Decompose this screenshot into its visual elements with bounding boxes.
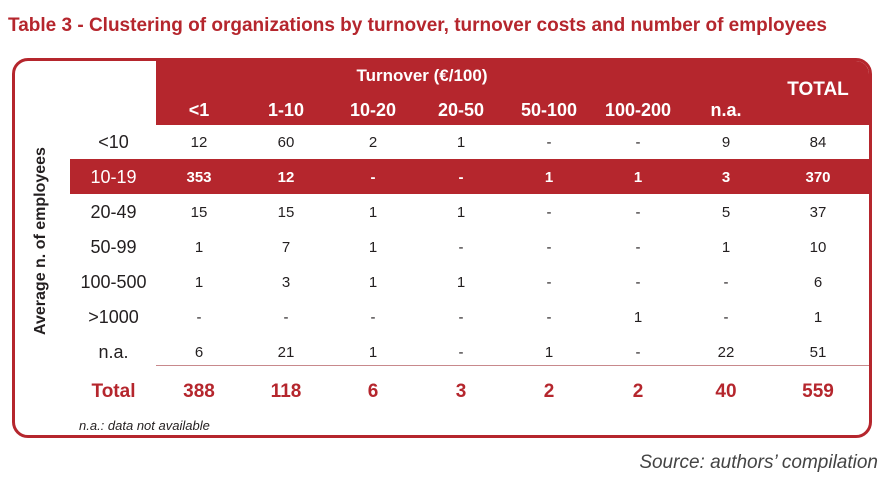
highlighted-row-band — [70, 159, 869, 194]
table-cell: 3 — [281, 274, 291, 291]
table-cell: 353 — [186, 169, 212, 186]
table-cell: 22 — [717, 344, 735, 361]
table-cell: - — [283, 309, 289, 326]
table-cell: 1 — [633, 169, 643, 186]
row-label: 20-49 — [90, 202, 137, 222]
column-header: 100-200 — [604, 100, 672, 120]
column-total-cell: 40 — [715, 381, 737, 402]
row-total-cell: 1 — [813, 309, 823, 326]
table-header-band: Turnover (€/100) <1 1-10 10-20 20-50 50-100 1… — [156, 61, 869, 125]
table-note: n.a.: data not available — [79, 418, 210, 433]
column-total-cell: 6 — [367, 381, 379, 402]
table-cell: - — [723, 274, 729, 291]
table-cell: - — [635, 134, 641, 151]
table-cell: 1 — [633, 309, 643, 326]
table-cell: 12 — [277, 169, 295, 186]
table-cell: 3 — [721, 169, 731, 186]
column-header: 1-10 — [267, 100, 305, 120]
table-cell: - — [546, 204, 552, 221]
table-cell: 60 — [277, 134, 295, 151]
table-cell: - — [635, 204, 641, 221]
row-total-cell: 370 — [805, 169, 831, 186]
table-cell: - — [635, 344, 641, 361]
column-total-cell: 388 — [183, 381, 215, 402]
row-axis-label: Average n. of employees — [19, 125, 63, 356]
table-cell: - — [458, 239, 464, 256]
table-cell: 1 — [544, 169, 554, 186]
column-header: 50-100 — [520, 100, 578, 120]
source-note: Source: authors’ compilation — [639, 452, 878, 473]
table-cell: 5 — [721, 204, 731, 221]
column-header: <1 — [188, 100, 210, 120]
table-cell: - — [196, 309, 202, 326]
table-cell: - — [458, 169, 464, 186]
table-cell: 1 — [456, 134, 466, 151]
table-cell: 6 — [194, 344, 204, 361]
column-group-title: Turnover (€/100) — [356, 66, 488, 85]
row-label: 50-99 — [90, 237, 137, 257]
table-cell: - — [546, 134, 552, 151]
row-axis-label-text: Average n. of employees — [32, 146, 50, 335]
row-total-cell: 84 — [809, 134, 827, 151]
table-cell: 21 — [277, 344, 295, 361]
table-cell: 1 — [194, 239, 204, 256]
row-label: 10-19 — [90, 167, 137, 187]
table-cell: - — [370, 309, 376, 326]
table-cell: 2 — [368, 134, 378, 151]
column-total-cell: 118 — [270, 381, 302, 402]
table-cell: - — [546, 274, 552, 291]
column-total-cell: 3 — [455, 381, 467, 402]
column-header: 10-20 — [349, 100, 397, 120]
table-cell: - — [370, 169, 376, 186]
table-cell: 9 — [721, 134, 731, 151]
table-cell: 1 — [368, 239, 378, 256]
table-cell: 1 — [456, 204, 466, 221]
table-cell: 1 — [721, 239, 731, 256]
table-cell: 12 — [190, 134, 208, 151]
table-frame: Turnover (€/100) <1 1-10 10-20 20-50 50-100 1… — [12, 58, 872, 438]
table-cell: 15 — [190, 204, 208, 221]
column-total-cell: 2 — [543, 381, 555, 402]
column-header: 20-50 — [437, 100, 485, 120]
table-cell: - — [723, 309, 729, 326]
table-cell: 7 — [281, 239, 291, 256]
table-cell: - — [635, 239, 641, 256]
table-cell: - — [635, 274, 641, 291]
table-cell: 15 — [277, 204, 295, 221]
table-cell: - — [458, 309, 464, 326]
row-total-cell: 37 — [809, 204, 827, 221]
total-column-header: TOTAL — [787, 79, 849, 100]
table-cell: 1 — [368, 274, 378, 291]
totals-row-label: Total — [91, 381, 136, 402]
row-label: n.a. — [98, 342, 129, 362]
table-caption: Table 3 - Clustering of organizations by… — [8, 15, 827, 36]
table-cell: 1 — [544, 344, 554, 361]
row-label: <10 — [98, 132, 129, 152]
table-cell: 1 — [194, 274, 204, 291]
column-header: n.a. — [710, 100, 742, 120]
row-label: 100-500 — [80, 272, 147, 292]
row-total-cell: 51 — [809, 344, 827, 361]
table-cell: 1 — [368, 204, 378, 221]
column-total-cell: 2 — [632, 381, 644, 402]
row-total-cell: 10 — [809, 239, 827, 256]
totals-separator — [156, 365, 869, 366]
row-total-cell: 6 — [813, 274, 823, 291]
grand-total-cell: 559 — [802, 381, 834, 402]
table-cell: 1 — [456, 274, 466, 291]
table-cell: - — [458, 344, 464, 361]
table-cell: 1 — [368, 344, 378, 361]
row-label: >1000 — [88, 307, 139, 327]
table-cell: - — [546, 239, 552, 256]
table-cell: - — [546, 309, 552, 326]
